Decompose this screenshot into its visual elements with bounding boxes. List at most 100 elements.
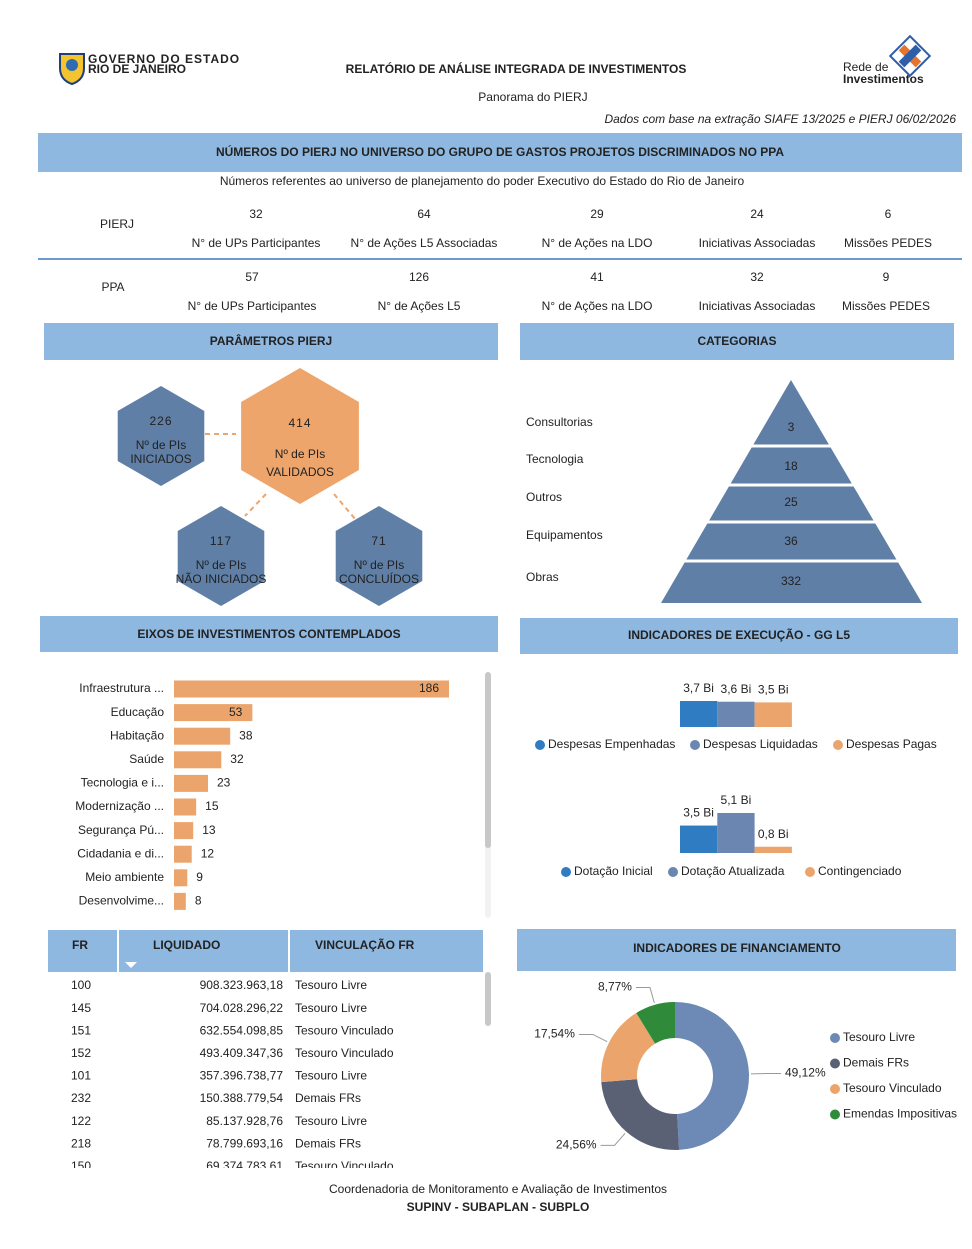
metric-value: 32 <box>750 270 764 284</box>
bar <box>174 727 231 745</box>
cell: 357.396.738,77 <box>200 1069 284 1083</box>
bar-value: 15 <box>205 799 219 813</box>
bar <box>174 892 186 910</box>
column-header: LIQUIDADO <box>153 938 220 952</box>
category-name: Consultorias <box>526 415 593 429</box>
metric-value: 126 <box>409 270 429 284</box>
metric-label: Iniciativas Associadas <box>699 236 816 250</box>
logo-left-top: GOVERNO DO ESTADO <box>88 52 240 66</box>
pyramid <box>661 380 922 603</box>
bar-category: Habitação <box>110 728 164 742</box>
column-header: VINCULAÇÃO FR <box>315 937 415 952</box>
logo-right-bottom: Investimentos <box>843 72 924 86</box>
category-name: Outros <box>526 490 562 504</box>
category-value: 18 <box>784 459 798 473</box>
bar <box>754 846 792 853</box>
bar <box>680 825 718 853</box>
bar-category: Educação <box>111 705 165 719</box>
bar <box>174 798 197 816</box>
bar-category: Cidadania e di... <box>77 846 164 860</box>
section-title: CATEGORIAS <box>697 334 776 348</box>
bar <box>174 774 209 792</box>
bar-value: 0,8 Bi <box>758 827 789 841</box>
cell: 493.409.347,36 <box>200 1046 284 1060</box>
bar <box>174 680 449 698</box>
bar-category: Infraestrutura ... <box>79 681 164 695</box>
bar-value: 3,6 Bi <box>721 682 752 696</box>
bar-value: 23 <box>217 776 231 790</box>
section-title: INDICADORES DE FINANCIAMENTO <box>633 941 841 955</box>
bar <box>717 701 755 727</box>
legend-label: Tesouro Vinculado <box>843 1081 942 1095</box>
cell: 69.374.783,61 <box>206 1159 283 1173</box>
metric-value: 6 <box>885 207 892 221</box>
metric-value: 64 <box>417 207 431 221</box>
hexagon-label: INICIADOS <box>130 452 191 466</box>
legend-label: Tesouro Livre <box>843 1030 915 1044</box>
cell: Tesouro Livre <box>295 978 367 992</box>
legend-marker <box>561 867 571 877</box>
legend-marker <box>833 740 843 750</box>
legend-marker <box>830 1058 840 1069</box>
footer-text: Coordenadoria de Monitoramento e Avaliaç… <box>329 1182 667 1196</box>
section-title: EIXOS DE INVESTIMENTOS CONTEMPLADOS <box>137 627 400 641</box>
logo-right-icon <box>888 34 932 78</box>
column-header: FR <box>72 938 88 952</box>
metric-label: Missões PEDES <box>844 236 932 250</box>
bar <box>174 845 192 863</box>
legend-label: Emendas Impositivas <box>843 1107 957 1121</box>
hexagon-value: 71 <box>371 534 386 548</box>
metric-label: N° de Ações L5 Associadas <box>351 236 498 250</box>
bar-category: Saúde <box>129 752 164 766</box>
bar-value: 38 <box>239 728 253 742</box>
hexagon-label: CONCLUÍDOS <box>339 571 419 586</box>
metric-label: N° de Ações na LDO <box>542 236 653 250</box>
metric-value: 9 <box>883 270 890 284</box>
legend-marker <box>535 740 545 750</box>
hexagon-value: 226 <box>149 414 172 428</box>
cell: Demais FRs <box>295 1091 361 1105</box>
scrollbar-thumb <box>485 672 491 848</box>
cell: 150 <box>71 1159 91 1173</box>
metric-value: 24 <box>750 207 764 221</box>
cell: Tesouro Vinculado <box>295 1023 394 1037</box>
section-header <box>44 323 498 360</box>
cell: Tesouro Vinculado <box>295 1046 394 1060</box>
metric-label: Missões PEDES <box>842 299 930 313</box>
cell: 632.554.098,85 <box>200 1023 284 1037</box>
category-name: Obras <box>526 570 559 584</box>
cell: 151 <box>71 1023 91 1037</box>
table-body: 100 908.323.963,18 Tesouro Livre 145 704.028… <box>71 978 394 1173</box>
section-header <box>520 618 958 654</box>
hexagon-label: Nº de PIs <box>196 558 246 572</box>
hexagon <box>117 386 205 486</box>
cell: 704.028.296,22 <box>200 1001 284 1015</box>
bar <box>680 701 718 727</box>
section-header <box>40 616 498 652</box>
cell: Tesouro Vinculado <box>295 1159 394 1173</box>
legend-label: Despesas Liquidadas <box>703 737 818 751</box>
leader-line <box>635 986 655 1004</box>
leader-line <box>578 1033 608 1043</box>
donut-slice <box>601 1079 680 1150</box>
legend-marker <box>805 867 815 877</box>
bar <box>754 702 792 727</box>
bar <box>174 704 253 722</box>
cell: 232 <box>71 1091 91 1105</box>
report-title: RELATÓRIO DE ANÁLISE INTEGRADA DE INVEST… <box>346 61 687 76</box>
hexagon-label: Nº de PIs <box>136 438 186 452</box>
hexagon-value: 414 <box>288 416 311 430</box>
footer-text-bold: SUPINV - SUBAPLAN - SUBPLO <box>407 1200 590 1214</box>
bar-value: 3,5 Bi <box>758 683 789 697</box>
section-title: INDICADORES DE EXECUÇÃO - GG L5 <box>628 627 850 642</box>
hexagon-value: 117 <box>210 534 232 548</box>
legend-marker <box>830 1033 840 1043</box>
metric-value: 57 <box>245 270 259 284</box>
bar-value: 8 <box>195 894 202 908</box>
section-header <box>517 929 956 971</box>
legend-marker <box>830 1109 840 1120</box>
slice-label: 49,12% <box>785 1066 826 1080</box>
bar-value: 186 <box>419 681 439 695</box>
legend-label: Despesas Pagas <box>846 737 937 751</box>
cell: 122 <box>71 1114 91 1128</box>
